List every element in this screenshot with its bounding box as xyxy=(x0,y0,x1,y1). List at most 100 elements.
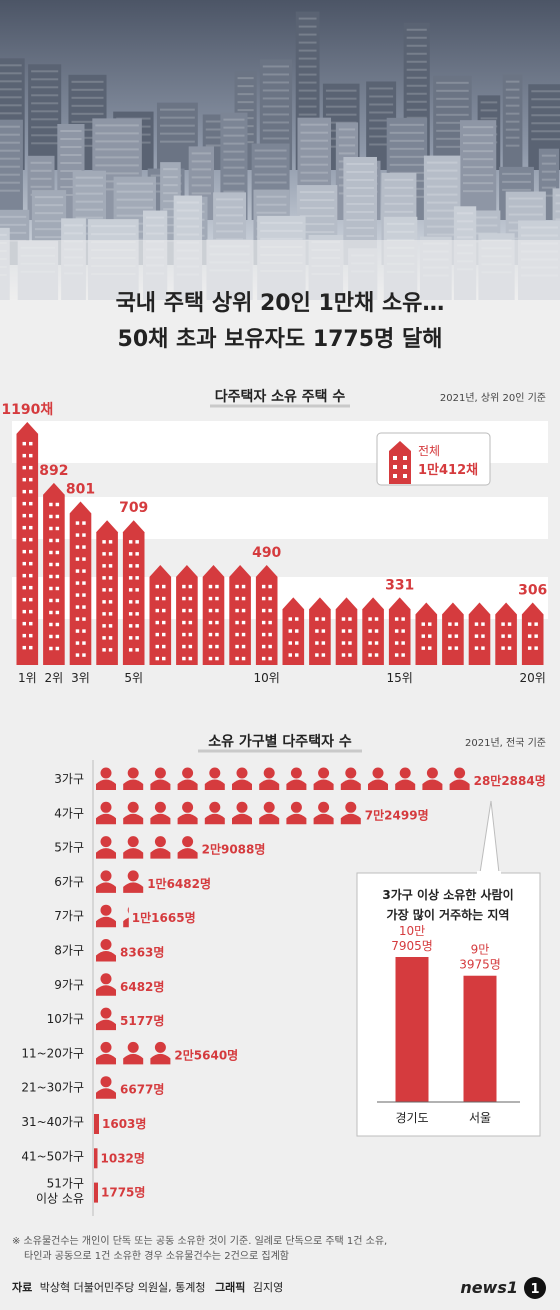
header-cityscape xyxy=(0,0,560,300)
building xyxy=(28,64,62,170)
category-label: 10가구 xyxy=(47,1012,84,1026)
category-label: 8가구 xyxy=(54,944,84,958)
person-icon xyxy=(123,1041,144,1065)
category-label: 3가구 xyxy=(54,772,84,786)
household-row: 8가구 8363명 xyxy=(54,939,164,962)
footnote-line-1: ※ 소유물건수는 개인이 단독 또는 공동 소유한 것이 기준. 일례로 단독으… xyxy=(12,1235,387,1247)
category-label: 51가구 xyxy=(47,1177,84,1191)
person-icon xyxy=(96,1007,116,1031)
house-bar xyxy=(229,564,251,665)
value-label: 1603명 xyxy=(102,1117,146,1131)
household-row: 7가구 1만1665명 xyxy=(54,904,196,928)
person-icon xyxy=(150,836,171,859)
category-label: 41~50가구 xyxy=(21,1149,84,1163)
person-icon xyxy=(340,767,361,790)
building xyxy=(502,74,523,170)
house-bar xyxy=(282,597,305,665)
chart2-subtitle: 2021년, 전국 기준 xyxy=(465,737,546,749)
household-row: 5가구 2만9088명 xyxy=(54,836,265,859)
person-icon xyxy=(313,801,334,825)
person-icon xyxy=(177,801,198,825)
x-tick-label: 5위 xyxy=(124,671,143,685)
x-tick-label: 2위 xyxy=(45,671,64,685)
person-icon xyxy=(395,767,416,790)
category-label: 6가구 xyxy=(54,875,84,889)
person-icon xyxy=(232,801,252,825)
region-value-label: 3975명 xyxy=(459,958,501,972)
person-icon xyxy=(150,801,171,825)
chart1-tick-labels: 1위 2위 3위 5위 10위 15위 20위 xyxy=(18,671,546,685)
x-tick-label: 3위 xyxy=(71,671,90,685)
region-label: 서울 xyxy=(469,1111,491,1125)
category-label: 11~20가구 xyxy=(21,1046,84,1060)
inset-pointer xyxy=(479,800,500,874)
gridband xyxy=(12,577,548,619)
house-bar xyxy=(388,597,411,665)
gridband xyxy=(12,497,548,539)
household-row: 9가구 6482명 xyxy=(54,973,164,996)
region-value-label: 7905명 xyxy=(391,939,433,953)
total-label: 전체 xyxy=(418,444,440,458)
bar-data-label: 892 xyxy=(39,463,68,479)
graphic-text: 김지영 xyxy=(253,1281,283,1294)
house-bar xyxy=(362,597,384,665)
person-icon xyxy=(449,767,470,790)
person-icon xyxy=(177,767,198,790)
person-icon xyxy=(96,973,116,996)
inset-regions: 3가구 이상 소유한 사람이 가장 많이 거주하는 지역 10만7905명경기도… xyxy=(356,800,541,1137)
inset-pointer-join xyxy=(477,871,501,875)
house-bar xyxy=(415,602,438,665)
house-bar xyxy=(176,564,198,665)
value-label: 1775명 xyxy=(101,1186,145,1200)
person-icon xyxy=(96,939,116,962)
value-label: 1만6482명 xyxy=(147,876,211,891)
bar-data-label: 306 xyxy=(518,583,547,599)
category-label: 4가구 xyxy=(54,806,84,820)
person-icon xyxy=(259,801,280,825)
person-icon xyxy=(368,767,388,790)
inset-title-line-1: 3가구 이상 소유한 사람이 xyxy=(382,887,513,902)
building xyxy=(0,119,23,220)
value-label: 28만2884명 xyxy=(474,773,546,788)
chart2-title: 소유 가구별 다주택자 수 xyxy=(208,733,352,750)
person-icon xyxy=(123,906,129,928)
person-icon xyxy=(150,767,171,790)
bar-data-label: 709 xyxy=(119,500,148,516)
person-icon xyxy=(123,767,144,790)
small-bar xyxy=(94,1182,98,1203)
value-label: 7만2499명 xyxy=(365,807,429,822)
total-callout: 전체 1만412채 xyxy=(376,432,491,486)
person-icon xyxy=(259,767,280,790)
person-icon xyxy=(232,767,252,790)
value-label: 2만5640명 xyxy=(174,1047,238,1062)
category-label: 7가구 xyxy=(54,909,84,923)
person-icon xyxy=(123,870,144,893)
person-icon xyxy=(96,1041,116,1065)
chart-top20-houses: 다주택자 소유 주택 수 2021년, 상위 20인 기준 1190채 892 80… xyxy=(1,388,548,685)
person-icon xyxy=(123,801,144,825)
house-bar xyxy=(442,602,464,665)
graphic-label: 그래픽 xyxy=(215,1280,245,1294)
category-label: 9가구 xyxy=(54,978,84,992)
person-icon xyxy=(286,801,307,825)
house-bar xyxy=(16,422,39,665)
svg-text:1: 1 xyxy=(530,1282,539,1297)
house-bar xyxy=(495,602,517,665)
value-label: 2만9088명 xyxy=(202,842,266,857)
x-tick-label: 20위 xyxy=(520,671,546,685)
footnote-line-2: 타인과 공동으로 1건 소유한 경우 소유물건수는 2건으로 집계함 xyxy=(24,1249,289,1262)
region-value-label: 9만 xyxy=(471,943,490,957)
value-label: 5177명 xyxy=(120,1014,164,1028)
household-row: 41~50가구 1032명 xyxy=(21,1148,145,1169)
chart-households: 소유 가구별 다주택자 수 2021년, 전국 기준 3가구 28만2884명 4가… xyxy=(21,733,546,1216)
headline-line-1: 국내 주택 상위 20인 1만채 소유… xyxy=(116,291,445,316)
household-row: 31~40가구 1603명 xyxy=(21,1114,146,1134)
building xyxy=(459,120,497,220)
category-label: 21~30가구 xyxy=(21,1081,84,1095)
house-bar xyxy=(202,564,225,665)
house-bar xyxy=(255,564,278,665)
bar-data-label: 1190채 xyxy=(1,402,53,418)
